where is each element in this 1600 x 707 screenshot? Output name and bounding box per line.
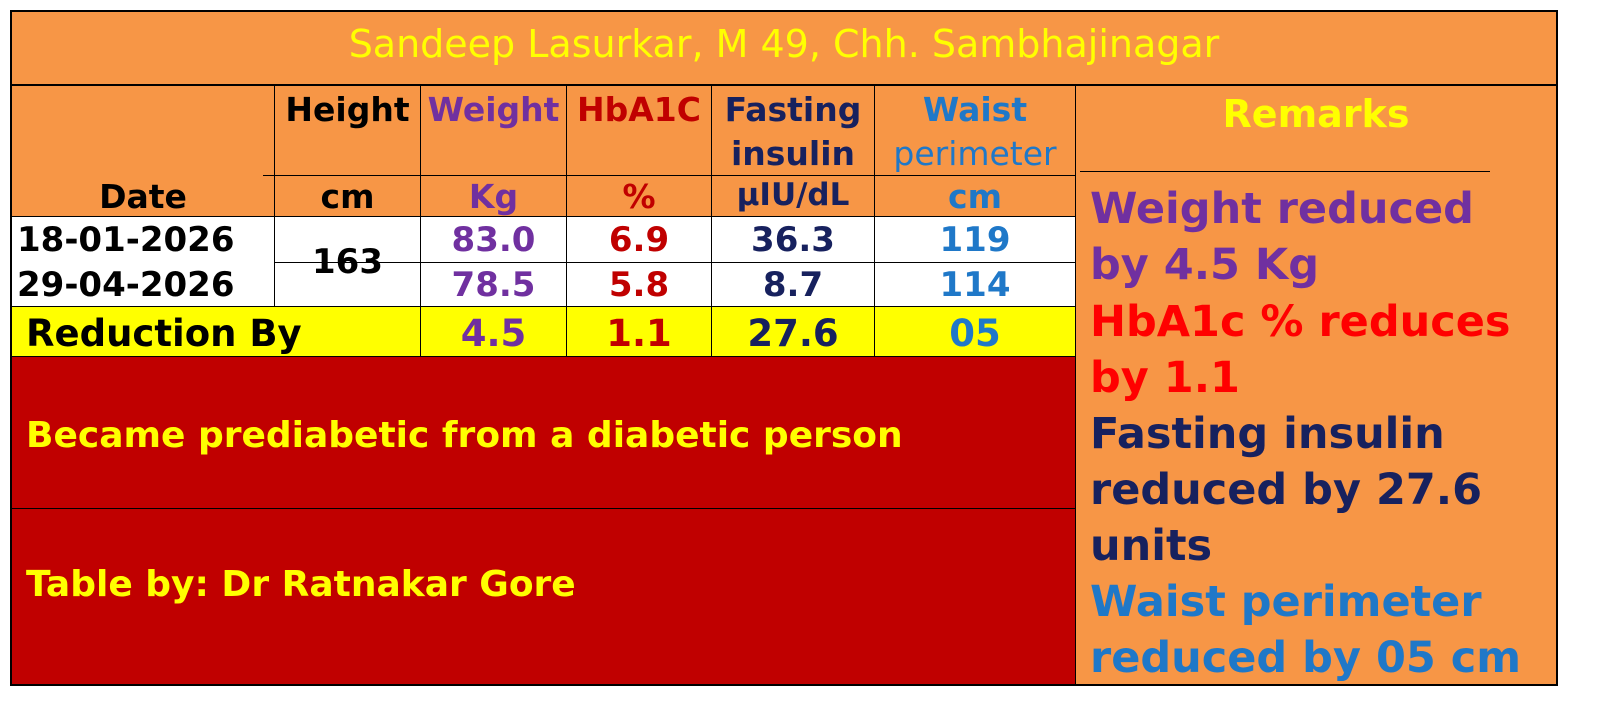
row1-hba1c: 6.9 (608, 220, 670, 260)
border-outer-bottom (10, 684, 1558, 686)
height-value: 163 (312, 242, 383, 282)
remark-insulin-line1: Fasting insulin (1090, 409, 1445, 459)
row2-insulin: 8.7 (762, 265, 824, 305)
reduction-hba1c: 1.1 (606, 312, 672, 355)
border-outer-left (10, 10, 12, 686)
row2-date: 29-04-2026 (17, 265, 235, 305)
header-remarks: Remarks (1222, 92, 1410, 136)
border-outer-top (10, 10, 1558, 12)
row1-date: 18-01-2026 (17, 220, 235, 260)
reduction-insulin: 27.6 (747, 312, 839, 355)
border-reduction-bottom (10, 356, 1075, 357)
remark-hba1c-line1: HbA1c % reduces (1090, 297, 1511, 347)
border-col-weight-left (420, 85, 421, 357)
row1-waist: 119 (939, 220, 1011, 260)
reduction-label: Reduction By (26, 312, 302, 355)
header-weight: Weight (427, 90, 560, 129)
remark-waist-line1: Waist perimeter (1090, 577, 1482, 627)
reduction-waist: 05 (949, 312, 1001, 355)
conclusion-text: Became prediabetic from a diabetic perso… (26, 415, 903, 456)
border-col-hba1c-left (566, 85, 567, 357)
border-col-insulin-left (711, 85, 712, 357)
remark-insulin-line2: reduced by 27.6 (1090, 465, 1483, 515)
row1-insulin: 36.3 (751, 220, 835, 260)
unit-insulin: µIU/dL (736, 177, 850, 213)
border-col-remarks-left (1075, 85, 1076, 686)
remark-weight-line1: Weight reduced (1090, 184, 1474, 234)
remark-weight-line2: by 4.5 Kg (1090, 240, 1320, 290)
row2-weight: 78.5 (451, 265, 536, 305)
unit-height: cm (320, 177, 375, 216)
header-date: Date (99, 177, 187, 216)
table-title: Sandeep Lasurkar, M 49, Chh. Sambhajinag… (348, 22, 1220, 66)
credit-text: Table by: Dr Ratnakar Gore (26, 564, 576, 605)
row2-waist: 114 (939, 265, 1011, 305)
unit-hba1c: % (622, 177, 656, 216)
credit-cell (10, 508, 1075, 686)
header-hba1c: HbA1C (577, 90, 701, 129)
reduction-weight: 4.5 (460, 312, 527, 355)
border-row1-bottom (275, 262, 1075, 263)
border-conclusion-bottom (10, 508, 1075, 509)
unit-waist: cm (948, 177, 1002, 216)
row2-hba1c: 5.8 (608, 265, 670, 305)
header-insulin: insulin (730, 134, 856, 173)
remark-hba1c-line2: by 1.1 (1090, 353, 1240, 403)
border-header-split (263, 175, 1075, 176)
row1-weight: 83.0 (451, 220, 536, 260)
reduction-row-background (10, 307, 1075, 357)
border-outer-right (1556, 10, 1558, 686)
border-title-bottom (10, 84, 1558, 86)
border-col-waist-left (874, 85, 875, 357)
header-waist: Waist (922, 90, 1028, 129)
remark-waist-line2: reduced by 05 cm (1090, 633, 1522, 683)
header-fasting: Fasting (724, 90, 862, 129)
unit-weight: Kg (468, 177, 519, 216)
border-row2-bottom (10, 306, 1075, 307)
remark-insulin-line3: units (1090, 521, 1213, 571)
header-perimeter: perimeter (893, 134, 1057, 173)
border-col-height-left (274, 85, 275, 307)
header-height: Height (285, 90, 410, 129)
border-remarks-underline (1080, 171, 1490, 172)
border-header-bottom (10, 216, 1075, 217)
conclusion-cell (10, 357, 1075, 508)
